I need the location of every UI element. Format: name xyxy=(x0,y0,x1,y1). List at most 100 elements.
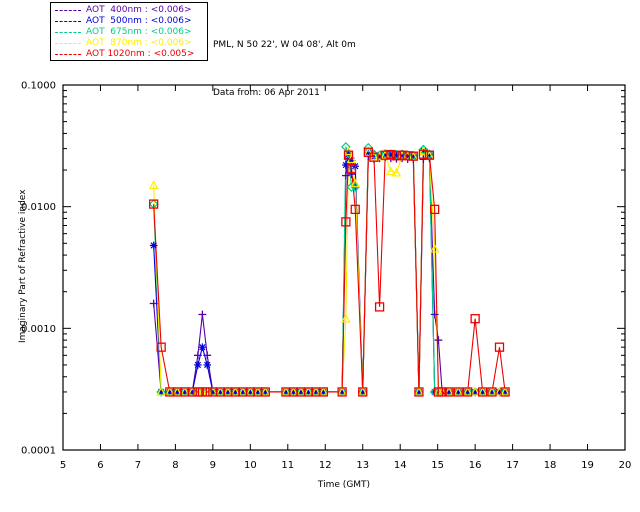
marker-square xyxy=(397,150,407,160)
legend-line-icon xyxy=(55,43,81,44)
legend-line-icon xyxy=(55,32,81,33)
series-aot-1020nm xyxy=(153,151,506,393)
marker-square xyxy=(386,149,396,160)
marker-triangle xyxy=(215,386,226,396)
marker-triangle xyxy=(363,147,374,157)
marker-square xyxy=(341,217,351,227)
marker-square xyxy=(260,387,270,397)
marker-triangle xyxy=(318,386,329,396)
x-tick-label: 14 xyxy=(394,460,407,471)
legend-aot-1020: AOT 1020nm : <0.005> xyxy=(55,49,207,60)
marker-square xyxy=(374,302,385,312)
marker-triangle xyxy=(477,386,488,396)
y-axis-title: Imaginary Part of Refractive index xyxy=(18,188,28,343)
marker-square xyxy=(408,151,418,161)
series-markers-aot-500nm xyxy=(149,146,509,396)
marker-triangle xyxy=(453,386,464,396)
series-line xyxy=(153,155,506,393)
marker-triangle xyxy=(429,243,440,253)
legend-aot-400: AOT 400nm : <0.006> xyxy=(55,5,207,16)
legend-aot-500: AOT 500nm : <0.006> xyxy=(55,16,207,27)
marker-triangle xyxy=(303,386,314,396)
x-tick-label: 19 xyxy=(581,460,594,471)
marker-square xyxy=(350,204,360,215)
y-tick-label: 0.0010 xyxy=(21,324,56,335)
marker-square xyxy=(418,149,429,159)
x-tick-label: 18 xyxy=(544,460,557,471)
marker-square xyxy=(430,204,440,215)
series-markers-aot-1020nm xyxy=(149,147,510,397)
marker-triangle xyxy=(414,386,424,396)
marker-triangle xyxy=(350,178,361,188)
x-tick-label: 11 xyxy=(281,460,294,471)
marker-square xyxy=(453,387,463,397)
legend-line-icon xyxy=(55,10,81,11)
marker-triangle xyxy=(296,386,306,396)
plot-frame xyxy=(62,84,626,451)
marker-square xyxy=(363,147,374,157)
x-axis-title: Time (GMT) xyxy=(317,480,371,490)
marker-triangle xyxy=(281,386,291,396)
legend: AOT 400nm : <0.006> AOT 500nm : <0.006> AO… xyxy=(50,2,208,61)
x-tick-label: 12 xyxy=(319,460,332,471)
y-tick-label: 0.1000 xyxy=(21,81,56,92)
y-tick-label: 0.0001 xyxy=(21,446,56,457)
marker-triangle xyxy=(462,386,473,396)
series-markers-aot-675nm xyxy=(148,142,510,397)
marker-asterisk xyxy=(342,161,350,169)
marker-triangle xyxy=(391,167,402,177)
marker-triangle xyxy=(172,386,183,396)
legend-label: AOT 400nm : <0.006> xyxy=(86,5,192,15)
x-tick-label: 7 xyxy=(135,460,141,471)
series-aot-400nm xyxy=(153,155,506,393)
x-tick-label: 16 xyxy=(469,460,482,471)
marker-square xyxy=(346,164,357,174)
marker-triangle xyxy=(238,386,248,396)
legend-label: AOT 1020nm : <0.005> xyxy=(86,49,195,59)
marker-square xyxy=(494,342,505,352)
marker-diamond xyxy=(418,144,429,155)
marker-square xyxy=(487,387,497,397)
marker-square xyxy=(391,151,402,161)
marker-diamond xyxy=(397,149,407,160)
legend-aot-675: AOT 675nm : <0.006> xyxy=(55,27,207,38)
legend-line-icon xyxy=(55,54,81,55)
x-tick-label: 20 xyxy=(619,460,632,471)
header-line-date: Data from: 06 Apr 2011 xyxy=(213,88,320,98)
marker-triangle xyxy=(357,386,368,396)
x-tick-label: 15 xyxy=(431,460,444,471)
marker-triangle xyxy=(337,386,347,396)
marker-square xyxy=(437,387,447,397)
x-tick-label: 17 xyxy=(506,460,519,471)
x-tick-label: 10 xyxy=(244,460,257,471)
marker-square xyxy=(403,151,413,161)
marker-triangle xyxy=(386,166,396,176)
marker-square xyxy=(197,387,208,397)
marker-triangle xyxy=(341,313,351,323)
marker-square xyxy=(337,387,347,397)
marker-square xyxy=(380,150,390,160)
marker-triangle xyxy=(164,386,175,396)
legend-label: AOT 500nm : <0.006> xyxy=(86,16,192,26)
marker-square xyxy=(500,387,510,397)
marker-triangle xyxy=(487,386,497,396)
marker-triangle xyxy=(148,180,159,190)
marker-square xyxy=(462,387,473,397)
marker-square xyxy=(318,387,329,397)
marker-triangle xyxy=(288,386,299,396)
header-line-location: PML, N 50 22', W 04 08', Alt 0m xyxy=(213,40,356,50)
legend-label: AOT 870nm : <0.006> xyxy=(86,38,192,48)
marker-square xyxy=(470,314,480,324)
x-tick-label: 9 xyxy=(210,460,216,471)
marker-triangle xyxy=(500,386,510,396)
marker-triangle xyxy=(156,386,166,396)
marker-triangle xyxy=(223,386,233,396)
marker-square xyxy=(187,387,197,397)
marker-square xyxy=(414,387,424,397)
x-tick-label: 8 xyxy=(172,460,178,471)
x-tick-label: 6 xyxy=(97,460,103,471)
marker-diamond xyxy=(470,387,480,397)
series-markers-aot-400nm xyxy=(149,152,510,396)
marker-asterisk xyxy=(194,361,202,369)
